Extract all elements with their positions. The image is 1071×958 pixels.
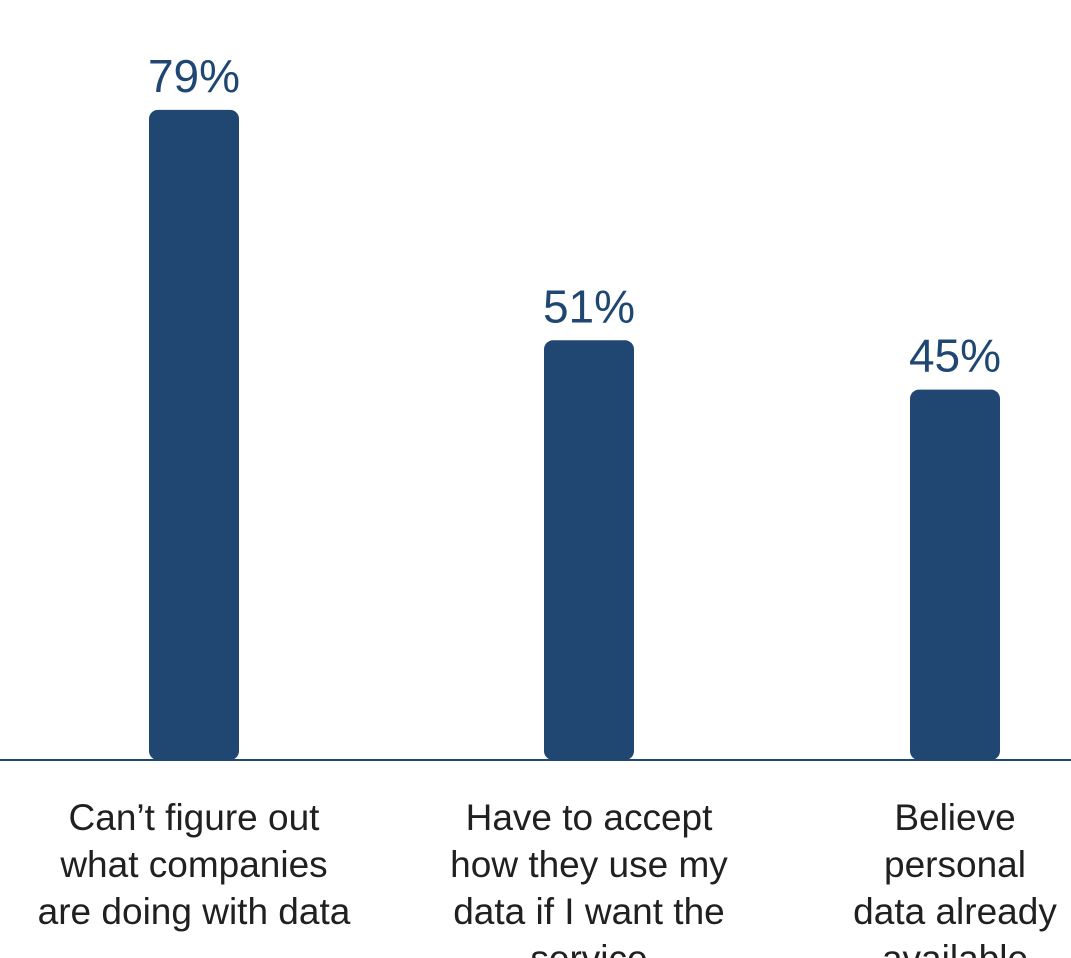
bar-2 (544, 340, 634, 760)
category-label-1: Can’t figure out what companies are doing … (38, 797, 351, 932)
category-label-line: are doing with data (38, 891, 351, 932)
category-label-line: Can’t figure out (69, 797, 321, 838)
category-label-2: Have to accept how they use my data if I w… (450, 797, 728, 958)
category-label-line: Have to accept (466, 797, 714, 838)
category-label-line: what companies (59, 844, 327, 885)
value-label-2: 51% (543, 280, 635, 332)
category-label-line: service (530, 938, 647, 958)
category-label-line: Believe (894, 797, 1015, 838)
category-label-line: data if I want the (453, 891, 725, 932)
bar-3 (910, 389, 1000, 760)
value-label-1: 79% (148, 50, 240, 102)
category-label-line: personal (884, 844, 1026, 885)
category-label-line: data already (853, 891, 1057, 932)
category-labels-group: Can’t figure out what companies are doing … (38, 797, 1058, 958)
category-label-line: how they use my (450, 844, 728, 885)
value-label-3: 45% (909, 330, 1001, 382)
category-label-3: Believe personal data already available (853, 797, 1057, 958)
bars-group (149, 109, 1000, 760)
category-label-line: available (882, 938, 1028, 958)
value-labels-group: 79% 51% 45% (148, 50, 1001, 382)
bar-1 (149, 109, 239, 760)
